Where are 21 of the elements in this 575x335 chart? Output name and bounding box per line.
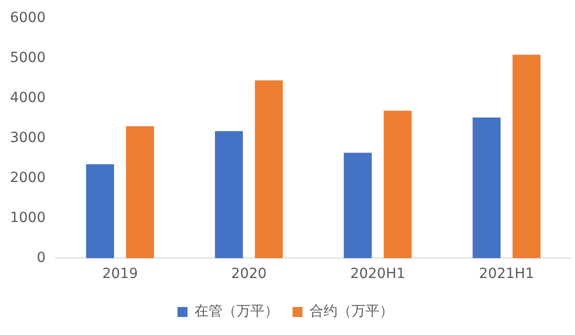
- bar: [86, 164, 114, 258]
- y-tick-label: 5000: [10, 50, 46, 66]
- bar: [214, 131, 243, 258]
- y-tick-label: 6000: [10, 10, 46, 26]
- x-tick-label: 2020: [231, 266, 267, 282]
- bar: [254, 80, 283, 258]
- legend-label: 合约（万平）: [310, 304, 394, 320]
- y-tick-label: 0: [36, 250, 46, 266]
- y-tick-label: 4000: [10, 90, 46, 106]
- x-tick-label: 2019: [102, 266, 138, 282]
- x-tick-label: 2021H1: [479, 266, 534, 282]
- bar: [126, 126, 154, 258]
- y-tick-label: 2000: [10, 170, 46, 186]
- bar: [384, 110, 412, 258]
- y-tick-label: 1000: [10, 210, 46, 226]
- y-tick-label: 3000: [10, 130, 46, 146]
- x-tick-label: 2020H1: [350, 266, 406, 282]
- legend-label: 在管（万平）: [194, 304, 278, 320]
- bar: [344, 152, 372, 258]
- bar: [472, 118, 501, 258]
- bar: [512, 54, 541, 258]
